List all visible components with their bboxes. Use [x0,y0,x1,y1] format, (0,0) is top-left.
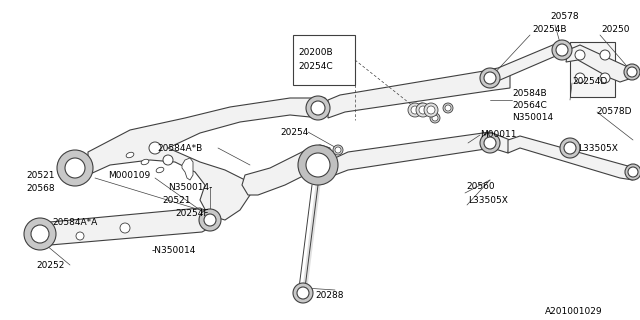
Text: N350014: N350014 [512,113,553,122]
Text: 20521: 20521 [26,171,54,180]
Circle shape [430,113,440,123]
Circle shape [411,106,419,114]
Circle shape [560,138,580,158]
Circle shape [600,73,610,83]
Circle shape [293,283,313,303]
Circle shape [575,50,585,60]
Text: 20252: 20252 [36,261,65,270]
Text: 20578D: 20578D [596,107,632,116]
Text: 20584A*B: 20584A*B [157,144,202,153]
Text: 20564C: 20564C [512,101,547,110]
Text: 20584B: 20584B [512,89,547,98]
Polygon shape [242,145,330,195]
Text: N350014-: N350014- [168,183,212,192]
Polygon shape [335,132,510,175]
Bar [293,35,355,85]
Polygon shape [182,158,193,180]
Circle shape [484,137,496,149]
Text: A201001029: A201001029 [545,307,603,316]
Polygon shape [508,136,635,180]
Circle shape [416,103,430,117]
Bar [570,42,615,97]
Polygon shape [88,98,332,220]
Circle shape [556,44,568,56]
Polygon shape [488,42,572,82]
Circle shape [297,287,309,299]
Circle shape [76,232,84,240]
Circle shape [57,150,93,186]
Text: M00011: M00011 [480,130,516,139]
Text: 20254: 20254 [280,128,308,137]
Circle shape [408,103,422,117]
Text: L33505X: L33505X [468,196,508,205]
Text: M000109: M000109 [108,171,150,180]
Polygon shape [566,45,632,82]
Circle shape [419,105,425,111]
Text: 20578: 20578 [550,12,579,21]
Circle shape [204,214,216,226]
Circle shape [627,67,637,77]
Text: 20560: 20560 [466,182,495,191]
Circle shape [306,153,330,177]
Text: 20254C: 20254C [298,62,333,71]
Circle shape [65,158,85,178]
Circle shape [120,223,130,233]
Circle shape [31,225,49,243]
Circle shape [298,145,338,185]
Circle shape [335,147,341,153]
Circle shape [199,209,221,231]
Circle shape [443,103,453,113]
Circle shape [445,105,451,111]
Circle shape [624,64,640,80]
Text: 20521: 20521 [162,196,191,205]
Circle shape [419,106,427,114]
Text: 20254D: 20254D [572,77,607,86]
Text: 20288: 20288 [315,291,344,300]
Circle shape [480,133,500,153]
Circle shape [311,101,325,115]
Polygon shape [328,70,510,118]
Text: 20568: 20568 [26,184,54,193]
Circle shape [480,68,500,88]
Circle shape [427,106,435,114]
Circle shape [625,164,640,180]
Text: 20254F: 20254F [175,209,209,218]
Polygon shape [38,208,215,245]
Circle shape [600,50,610,60]
Circle shape [306,96,330,120]
Text: 20250: 20250 [601,25,630,34]
Circle shape [564,142,576,154]
Text: 20200B: 20200B [298,48,333,57]
Ellipse shape [141,159,149,165]
Circle shape [417,103,427,113]
Circle shape [552,40,572,60]
Circle shape [484,72,496,84]
Ellipse shape [156,167,164,173]
Circle shape [149,142,161,154]
Circle shape [575,73,585,83]
Circle shape [628,167,638,177]
Circle shape [333,145,343,155]
Text: 20584A*A: 20584A*A [52,218,97,227]
Circle shape [432,115,438,121]
Text: 20254B: 20254B [532,25,566,34]
Ellipse shape [126,152,134,158]
Circle shape [424,103,438,117]
Circle shape [24,218,56,250]
Text: -N350014: -N350014 [152,246,196,255]
Circle shape [163,155,173,165]
Text: L33505X: L33505X [578,144,618,153]
